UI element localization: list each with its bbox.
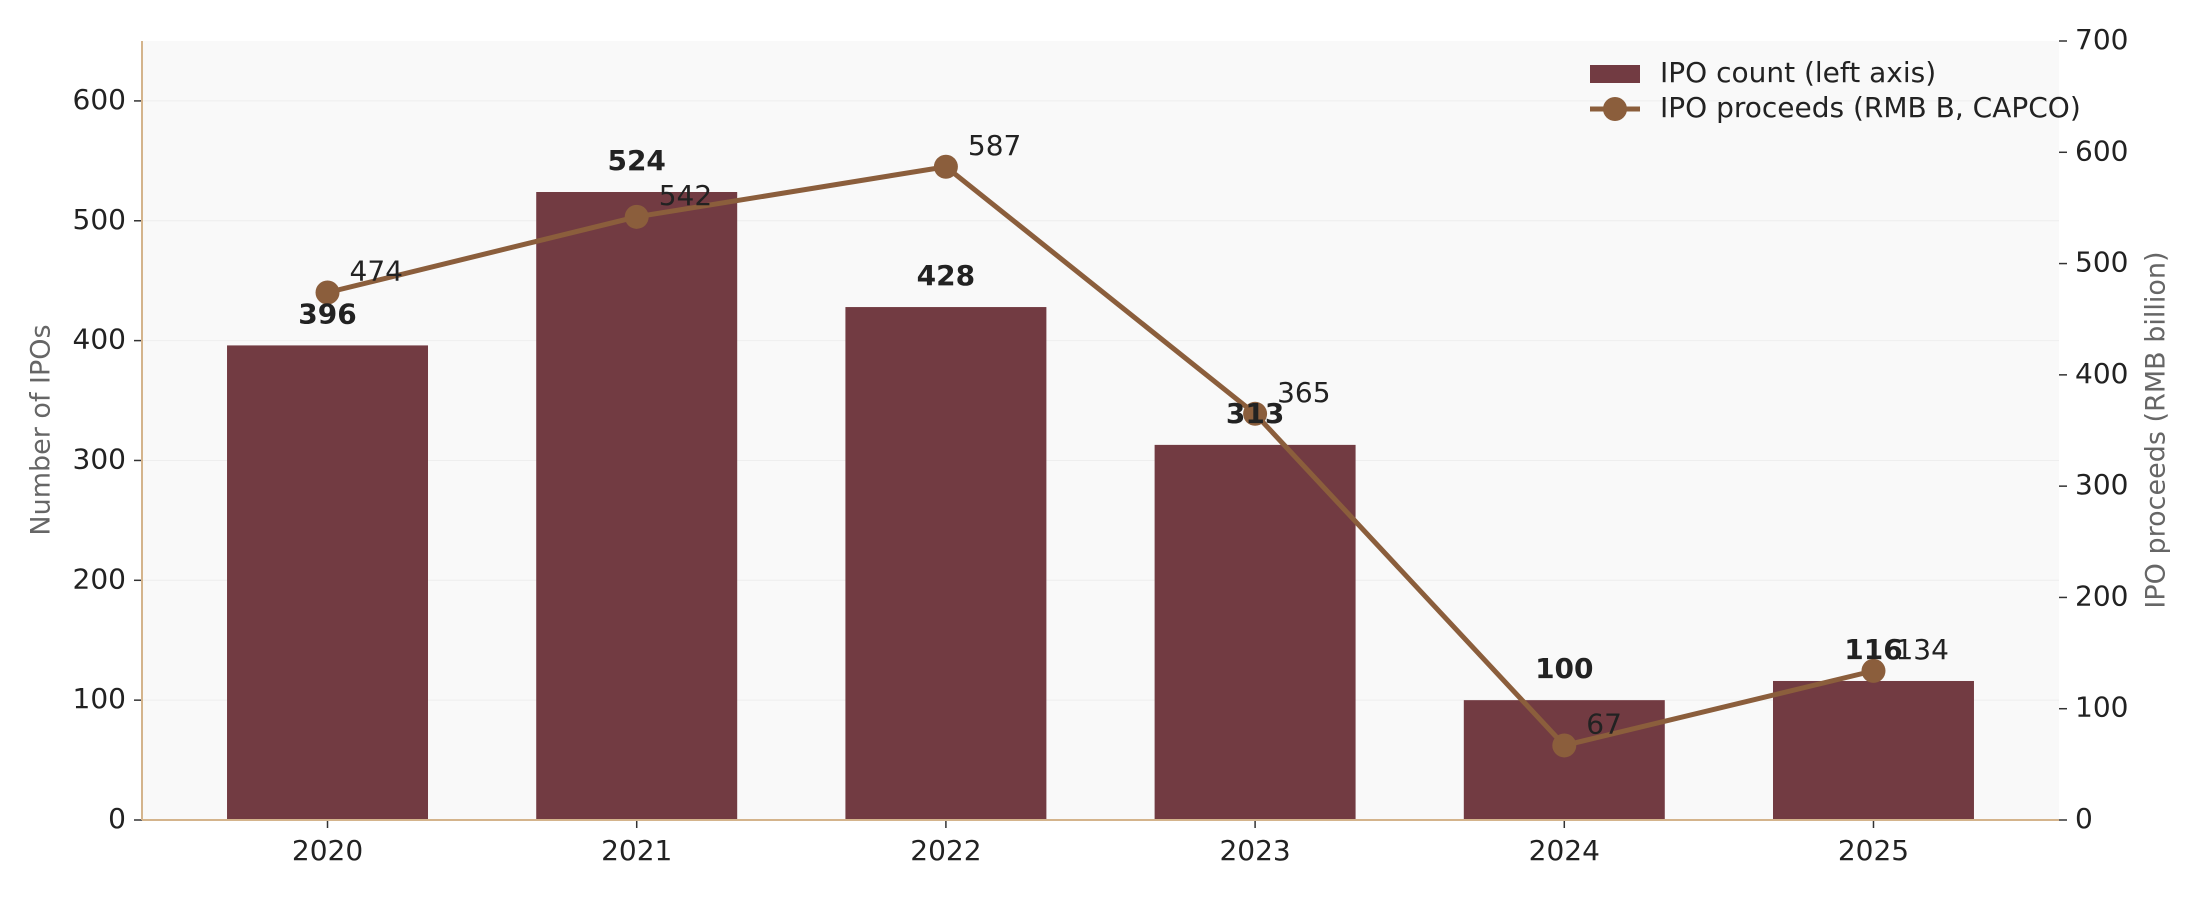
y2-axis-label: IPO proceeds (RMB billion): [2141, 251, 2172, 608]
x-tick-label: 2020: [292, 834, 363, 867]
y-tick-label: 0: [108, 802, 126, 835]
plot-area: [142, 41, 2059, 820]
y-tick-label: 300: [73, 442, 126, 475]
bar: [536, 192, 738, 820]
x-tick-label: 2025: [1838, 834, 1909, 867]
y2-tick-label: 200: [2075, 579, 2128, 612]
bar-value-label: 396: [298, 297, 356, 330]
y-tick-label: 200: [73, 562, 126, 595]
x-tick-label: 2021: [601, 834, 672, 867]
y-tick-label: 100: [73, 682, 126, 715]
line-marker: [1861, 658, 1886, 683]
line-value-label: 67: [1586, 707, 1622, 740]
line: [326, 164, 1875, 749]
x-tick-label: 2023: [1219, 834, 1290, 867]
line-value-label: 542: [659, 179, 712, 212]
x-tick-label: 2024: [1529, 834, 1600, 867]
legend-label: IPO count (left axis): [1660, 56, 1936, 89]
bar: [1772, 680, 1974, 820]
y2-tick-label: 100: [2075, 691, 2128, 724]
bar-value-label: 313: [1226, 397, 1284, 430]
bar-value-label: 428: [917, 259, 975, 292]
y2-tick-label: 300: [2075, 468, 2128, 501]
line-value-label: 474: [350, 255, 403, 288]
y-tick-label: 600: [73, 83, 126, 116]
bar: [227, 345, 429, 820]
line-marker: [1243, 401, 1268, 426]
y-tick-label: 400: [73, 323, 126, 356]
line-value-label: 587: [968, 129, 1021, 162]
line-value-label: 365: [1277, 376, 1330, 409]
bar: [1154, 444, 1356, 820]
bar-value-label: 524: [607, 144, 665, 177]
bar-value-label: 116: [1844, 633, 1902, 666]
line-marker: [624, 204, 649, 229]
y2-tick-label: 600: [2075, 134, 2128, 167]
bar: [845, 307, 1047, 820]
line-marker: [315, 280, 340, 305]
bar-value-label: 100: [1535, 652, 1593, 685]
legend-swatch: [1590, 65, 1640, 83]
y2-tick-label: 400: [2075, 357, 2128, 390]
y-tick-label: 500: [73, 203, 126, 236]
bar: [1463, 700, 1665, 820]
y2-tick-label: 0: [2075, 802, 2093, 835]
y2-tick-label: 700: [2075, 23, 2128, 56]
line-value-label: 134: [1895, 633, 1948, 666]
legend-label: IPO proceeds (RMB B, CAPCO): [1660, 91, 2081, 124]
legend-marker: [1603, 97, 1627, 121]
line-marker: [1552, 733, 1577, 758]
x-tick-label: 2022: [910, 834, 981, 867]
y-axis-label: Number of IPOs: [26, 324, 57, 535]
line-marker: [933, 154, 958, 179]
y2-tick-label: 500: [2075, 246, 2128, 279]
